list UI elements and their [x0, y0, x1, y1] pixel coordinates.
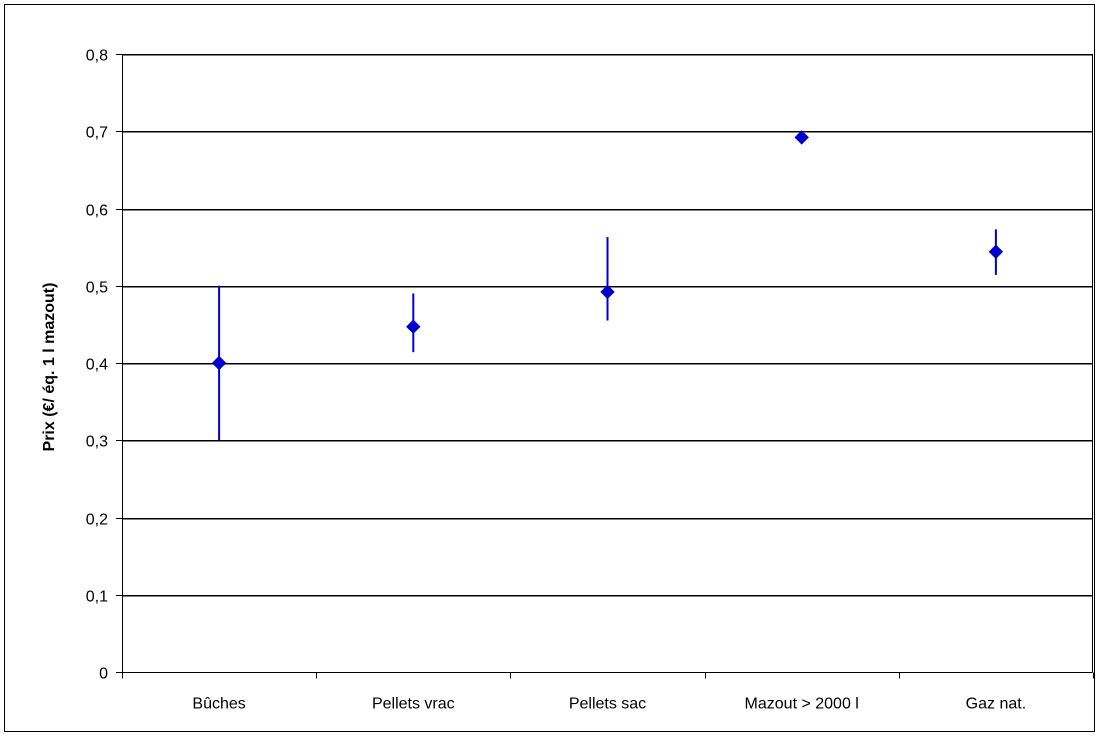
y-tick-label: 0,1 — [86, 589, 108, 606]
data-point — [988, 244, 1004, 259]
axes — [116, 54, 1094, 679]
y-axis-title: Prix (€/ éq. 1 l mazout) — [41, 283, 58, 452]
y-tick-labels: 0 0,1 0,2 0,3 0,4 0,5 0,6 0,7 0,8 — [86, 48, 108, 683]
y-tick-label: 0,5 — [86, 280, 108, 297]
gridlines — [122, 54, 1093, 597]
data-series — [211, 130, 1004, 441]
y-tick-label: 0,3 — [86, 434, 108, 451]
y-tick-label: 0,7 — [86, 125, 108, 142]
data-point — [211, 355, 227, 371]
x-tick-label: Pellets sac — [569, 696, 646, 713]
chart-frame — [4, 4, 1095, 732]
y-tick-label: 0 — [99, 666, 108, 683]
x-tick-label: Mazout > 2000 l — [745, 696, 859, 713]
x-tick-label: Gaz nat. — [966, 696, 1026, 713]
y-tick-label: 0,2 — [86, 512, 108, 529]
x-tick-labels: Bûches Pellets vrac Pellets sac Mazout > 20… — [192, 696, 1026, 713]
y-tick-label: 0,4 — [86, 357, 108, 374]
x-tick-label: Pellets vrac — [372, 696, 455, 713]
data-point — [794, 130, 809, 145]
x-tick-label: Bûches — [192, 696, 245, 713]
data-point — [406, 319, 421, 334]
y-tick-label: 0,6 — [86, 203, 108, 220]
data-point — [600, 284, 615, 300]
y-tick-label: 0,8 — [86, 48, 108, 65]
